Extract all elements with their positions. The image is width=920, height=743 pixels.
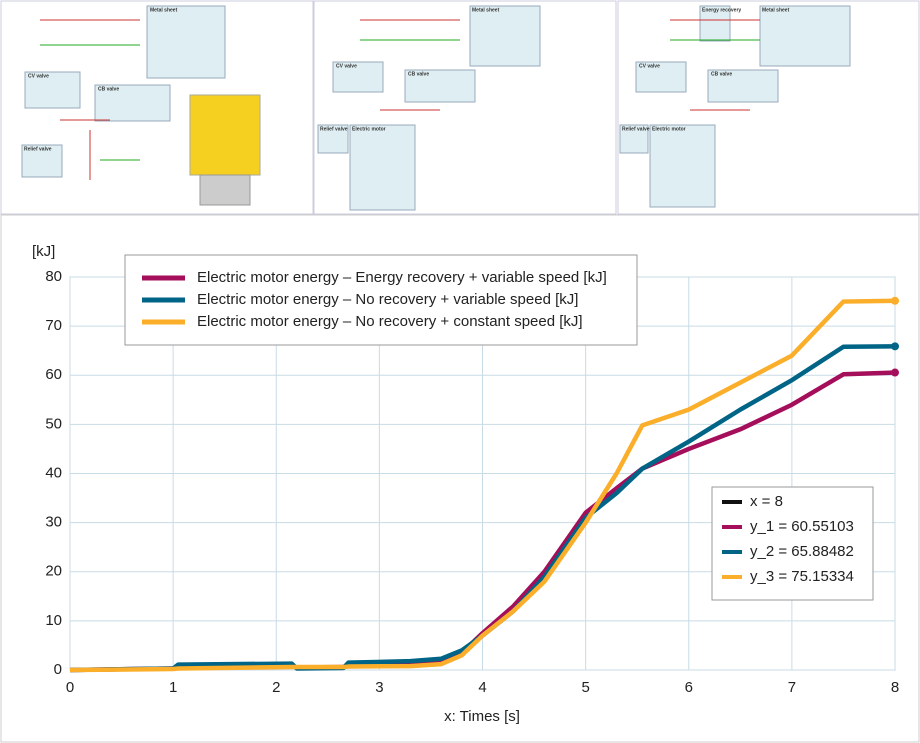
x-tick-label: 0 xyxy=(66,679,74,696)
y-tick-label: 0 xyxy=(54,661,62,678)
y-tick-label: 40 xyxy=(45,464,62,481)
cursor-label: y_1 = 60.55103 xyxy=(750,518,854,535)
cursor-label: x = 8 xyxy=(750,493,783,510)
schematic-label: CV valve xyxy=(336,63,357,69)
schematic-label: CV valve xyxy=(639,63,660,69)
y-tick-label: 60 xyxy=(45,366,62,383)
schematic-label: CB valve xyxy=(408,71,429,77)
x-tick-label: 6 xyxy=(685,679,693,696)
end-point xyxy=(891,297,899,305)
schematic-label: Metal sheet xyxy=(762,7,790,13)
y-tick-label: 30 xyxy=(45,514,62,531)
x-tick-label: 4 xyxy=(478,679,486,696)
legend-label: Electric motor energy – No recovery + co… xyxy=(197,313,583,330)
x-tick-label: 1 xyxy=(169,679,177,696)
schematic-label: Electric motor xyxy=(652,126,686,132)
y-axis-label: [kJ] xyxy=(32,243,55,260)
schematic-strip xyxy=(1,1,919,214)
legend-label: Electric motor energy – No recovery + va… xyxy=(197,291,578,308)
end-point xyxy=(891,342,899,350)
y-tick-label: 20 xyxy=(45,563,62,580)
schematic-label: Relief valve xyxy=(320,126,348,132)
cursor-label: y_2 = 65.88482 xyxy=(750,543,854,560)
schematic-label: Energy recovery xyxy=(702,7,741,13)
y-tick-label: 80 xyxy=(45,268,62,285)
y-tick-label: 50 xyxy=(45,415,62,432)
end-point xyxy=(891,369,899,377)
schematic-label: CB valve xyxy=(711,71,732,77)
screen: Metal sheet CV valve CB valve Relief valve M… xyxy=(0,0,920,743)
schematic-label: Metal sheet xyxy=(472,7,500,13)
schematic-label: Relief valve xyxy=(622,126,650,132)
cursor-label: y_3 = 75.15334 xyxy=(750,568,854,585)
schematic-label: Electric motor xyxy=(352,126,386,132)
x-tick-label: 8 xyxy=(891,679,899,696)
schematic-label: CV valve xyxy=(28,73,49,79)
x-tick-label: 5 xyxy=(581,679,589,696)
x-tick-label: 7 xyxy=(788,679,796,696)
y-tick-label: 70 xyxy=(45,317,62,334)
schematic-label: Relief valve xyxy=(24,146,52,152)
x-tick-label: 2 xyxy=(272,679,280,696)
x-axis-label: x: Times [s] xyxy=(444,708,520,725)
y-tick-label: 10 xyxy=(45,612,62,629)
schematic-label: CB valve xyxy=(98,86,119,92)
schematic-label: Metal sheet xyxy=(150,7,178,13)
x-tick-label: 3 xyxy=(375,679,383,696)
legend-label: Electric motor energy – Energy recovery … xyxy=(197,269,607,286)
